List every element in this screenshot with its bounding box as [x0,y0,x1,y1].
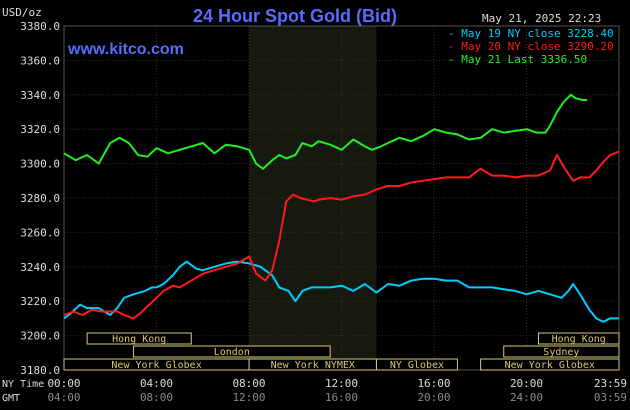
session-box [503,345,620,358]
legend: - May 19 NY close 3228.40 - May 20 NY cl… [448,27,614,66]
units-label: USD/oz [2,6,42,19]
y-tick-label: 3360.0 [20,54,60,67]
price-series-line [63,150,620,320]
session-label: Hong Kong [112,334,166,345]
x-tick-label-ny: 00:00 [47,377,80,390]
y-tick-label: 3220.0 [20,295,60,308]
y-tick-label: 3300.0 [20,158,60,171]
session-label: Hong Kong [552,334,606,345]
price-series-line [63,93,588,170]
x-tick-label-gmt: 12:00 [232,391,265,404]
x-axis-label-gmt: GMT [2,393,20,404]
legend-entry: - May 20 NY close 3290.20 [448,40,614,53]
session-label: New York Globex [111,360,201,371]
y-tick-label: 3240.0 [20,261,60,274]
x-tick-label-ny: 23:59 [594,377,627,390]
x-tick-label-gmt: 08:00 [140,391,173,404]
legend-entry: - May 19 NY close 3228.40 [448,27,614,40]
x-tick-label-gmt: 24:00 [510,391,543,404]
x-tick-label-ny: 12:00 [325,377,358,390]
y-tick-label: 3320.0 [20,123,60,136]
session-box [375,358,458,371]
session-label: New York Globex [505,360,595,371]
session-box [480,358,620,371]
x-tick-label-gmt: 03:59 [594,391,627,404]
x-tick-label-ny: 16:00 [417,377,450,390]
website-label: www.kitco.com [67,41,184,58]
timestamp-label: May 21, 2025 22:23 [482,12,601,25]
session-box [537,332,620,345]
legend-entry: - May 21 Last 3336.50 [448,53,587,66]
session-label: New York NYMEX [271,360,355,371]
session-label: Sydney [543,347,579,358]
y-tick-label: 3380.0 [20,20,60,33]
x-axis-label-ny: NY Time [2,379,44,390]
x-tick-label-ny: 20:00 [510,377,543,390]
y-tick-label: 3180.0 [20,364,60,377]
session-label: NY Globex [390,360,444,371]
x-tick-label-gmt: 16:00 [325,391,358,404]
x-tick-label-ny: 08:00 [232,377,265,390]
y-tick-label: 3200.0 [20,330,60,343]
chart-title: 24 Hour Spot Gold (Bid) [193,6,397,26]
y-tick-label: 3280.0 [20,192,60,205]
session-box [132,345,331,358]
session-box [86,332,192,345]
x-tick-label-ny: 04:00 [140,377,173,390]
x-tick-label-gmt: 20:00 [417,391,450,404]
price-series-line [63,260,619,323]
y-tick-label: 3260.0 [20,226,60,239]
session-label: London [214,347,250,358]
x-tick-label-gmt: 04:00 [47,391,80,404]
y-tick-label: 3340.0 [20,89,60,102]
